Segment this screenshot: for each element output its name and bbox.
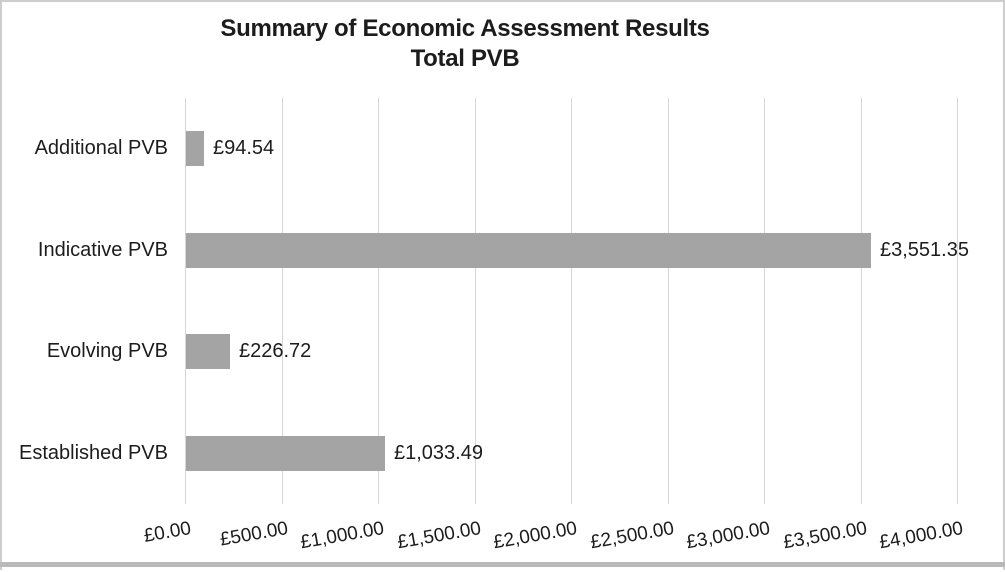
bar-established-pvb [186, 436, 385, 471]
value-label-established-pvb: £1,033.49 [394, 442, 483, 464]
value-label-indicative-pvb: £3,551.35 [880, 239, 969, 261]
gridline-3-000-00 [764, 98, 765, 504]
category-label-indicative-pvb: Indicative PVB [37, 239, 168, 261]
category-label-additional-pvb: Additional PVB [34, 137, 168, 159]
plot-area [185, 98, 958, 504]
chart-title-block: Summary of Economic Assessment Results T… [100, 14, 830, 74]
gridline-3-500-00 [861, 98, 862, 504]
bar-evolving-pvb [186, 334, 230, 369]
gridline-4-000-00 [957, 98, 958, 504]
chart-subtitle: Total PVB [410, 45, 520, 72]
gridline-1-500-00 [475, 98, 476, 504]
chart-title: Summary of Economic Assessment Results [220, 15, 710, 42]
category-label-established-pvb: Established PVB [19, 442, 168, 464]
value-label-additional-pvb: £94.54 [213, 137, 275, 159]
gridline-2-500-00 [668, 98, 669, 504]
gridline-2-000-00 [571, 98, 572, 504]
value-label-evolving-pvb: £226.72 [239, 340, 312, 362]
bar-indicative-pvb [186, 233, 871, 268]
bottom-rule [0, 562, 1005, 567]
gridline-0-00 [185, 98, 186, 504]
gridline-1-000-00 [378, 98, 379, 504]
category-label-evolving-pvb: Evolving PVB [46, 340, 168, 362]
gridline-500-00 [282, 98, 283, 504]
bar-additional-pvb [186, 131, 204, 166]
